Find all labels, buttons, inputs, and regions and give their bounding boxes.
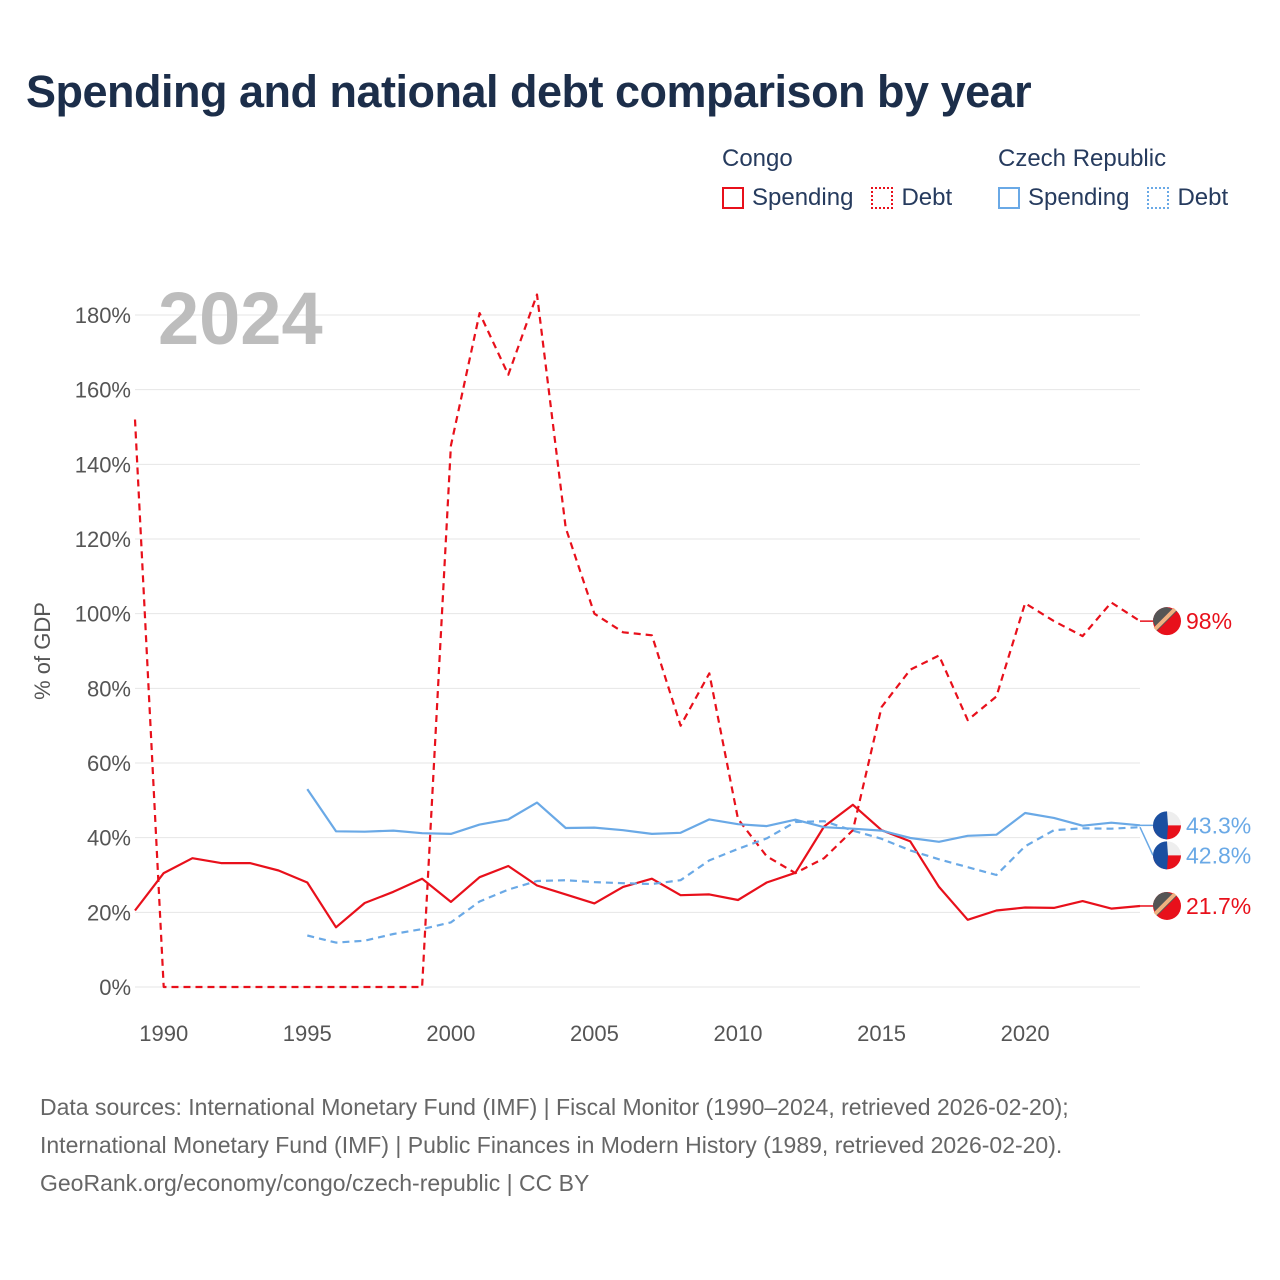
y-tick-label: 140%: [75, 452, 131, 477]
dotted-line-swatch-icon: [871, 187, 894, 209]
y-axis-label: % of GDP: [30, 602, 55, 700]
y-tick-label: 100%: [75, 602, 131, 627]
x-tick-label: 1990: [139, 1021, 188, 1046]
series-line-czech-republic-spending: [306, 788, 1141, 843]
legend-item-label: Spending: [1028, 184, 1130, 211]
solid-line-swatch-icon: [998, 187, 1020, 209]
source-line[interactable]: GeoRank.org/economy/congo/czech-republic…: [40, 1170, 590, 1196]
year-watermark-label: 2024: [158, 277, 323, 360]
y-tick-label: 180%: [75, 303, 131, 328]
congo-flag-stripe-icon: [1153, 607, 1177, 631]
czech-flag-blue-icon: [1153, 841, 1168, 870]
x-tick-label: 2000: [426, 1021, 475, 1046]
czech-flag-blue-icon: [1153, 811, 1168, 840]
x-tick-label: 2010: [714, 1021, 763, 1046]
legend-item-label: Debt: [901, 184, 953, 211]
legend-item-label: Debt: [1177, 184, 1229, 211]
x-tick-label: 2015: [857, 1021, 906, 1046]
legend-item-czech-spending[interactable]: Spending: [998, 184, 1129, 212]
y-tick-label: 80%: [87, 676, 131, 701]
series-line-congo-debt: [133, 293, 1141, 989]
y-tick-label: 20%: [87, 900, 131, 925]
y-tick-label: 40%: [87, 826, 131, 851]
source-line: Data sources: International Monetary Fun…: [40, 1094, 1069, 1120]
y-tick-label: 0%: [99, 975, 131, 1000]
solid-line-swatch-icon: [722, 187, 744, 209]
legend-group-label: Congo: [722, 145, 793, 172]
chart-title: Spending and national debt comparison by…: [26, 66, 1032, 117]
data-sources-note: Data sources: International Monetary Fun…: [40, 1088, 1069, 1202]
end-marker-connector: [1139, 826, 1154, 856]
y-tick-label: 60%: [87, 751, 131, 776]
legend-item-congo-spending[interactable]: Spending: [722, 184, 853, 212]
legend-item-congo-debt[interactable]: Debt: [871, 184, 952, 212]
x-tick-label: 2005: [570, 1021, 619, 1046]
end-value-label: 42.8%: [1186, 842, 1251, 868]
end-value-label: 98%: [1186, 608, 1232, 634]
legend-group-label: Czech Republic: [998, 145, 1167, 172]
dotted-line-swatch-icon: [1147, 187, 1170, 209]
series-line-czech-republic-debt: [307, 820, 1141, 944]
y-tick-label: 160%: [75, 378, 131, 403]
x-tick-label: 2020: [1001, 1021, 1050, 1046]
source-line: International Monetary Fund (IMF) | Publ…: [40, 1132, 1063, 1158]
end-value-label: 43.3%: [1186, 812, 1251, 838]
series-line-congo-spending: [134, 803, 1141, 929]
x-tick-label: 1995: [283, 1021, 332, 1046]
legend-group-congo: Congo Spending Debt: [722, 142, 970, 212]
legend-item-label: Spending: [752, 184, 854, 211]
legend-item-czech-debt[interactable]: Debt: [1147, 184, 1228, 212]
congo-flag-stripe-icon: [1153, 892, 1177, 916]
legend-group-czech-republic: Czech Republic Spending Debt: [998, 142, 1246, 212]
y-tick-label: 120%: [75, 527, 131, 552]
end-value-label: 21.7%: [1186, 893, 1251, 919]
